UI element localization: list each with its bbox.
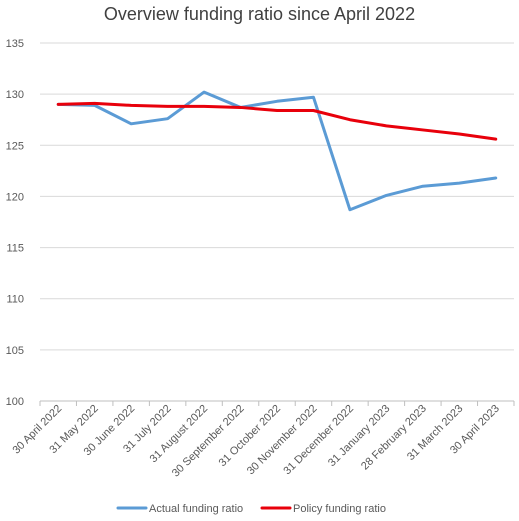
y-axis: 100 105 110 115 120 125 130 135 xyxy=(6,38,24,408)
x-tick-label: 30 November 2022 xyxy=(245,403,320,478)
series-layer xyxy=(56,90,498,212)
series-line-policy xyxy=(56,101,498,141)
y-tick-label: 105 xyxy=(6,345,24,357)
legend: Actual funding ratio Policy funding ratio xyxy=(116,503,386,515)
y-tick-label: 115 xyxy=(6,243,24,255)
y-tick-label: 110 xyxy=(6,294,24,306)
y-tick-label: 125 xyxy=(6,140,24,152)
y-tick-label: 100 xyxy=(6,396,24,408)
legend-label: Actual funding ratio xyxy=(149,503,243,515)
x-tick-label: 28 February 2023 xyxy=(359,403,429,473)
x-tick-label: 31 December 2022 xyxy=(281,403,356,478)
series-line-actual xyxy=(56,90,498,212)
legend-label: Policy funding ratio xyxy=(293,503,386,515)
chart-title: Overview funding ratio since April 2022 xyxy=(103,4,416,24)
x-tick-label: 31 October 2022 xyxy=(217,403,283,469)
y-tick-label: 135 xyxy=(6,38,24,50)
y-tick-label: 130 xyxy=(6,89,24,101)
grid-layer xyxy=(40,42,514,402)
x-tick-label: 31 January 2023 xyxy=(326,403,392,469)
y-tick-label: 120 xyxy=(6,191,24,203)
